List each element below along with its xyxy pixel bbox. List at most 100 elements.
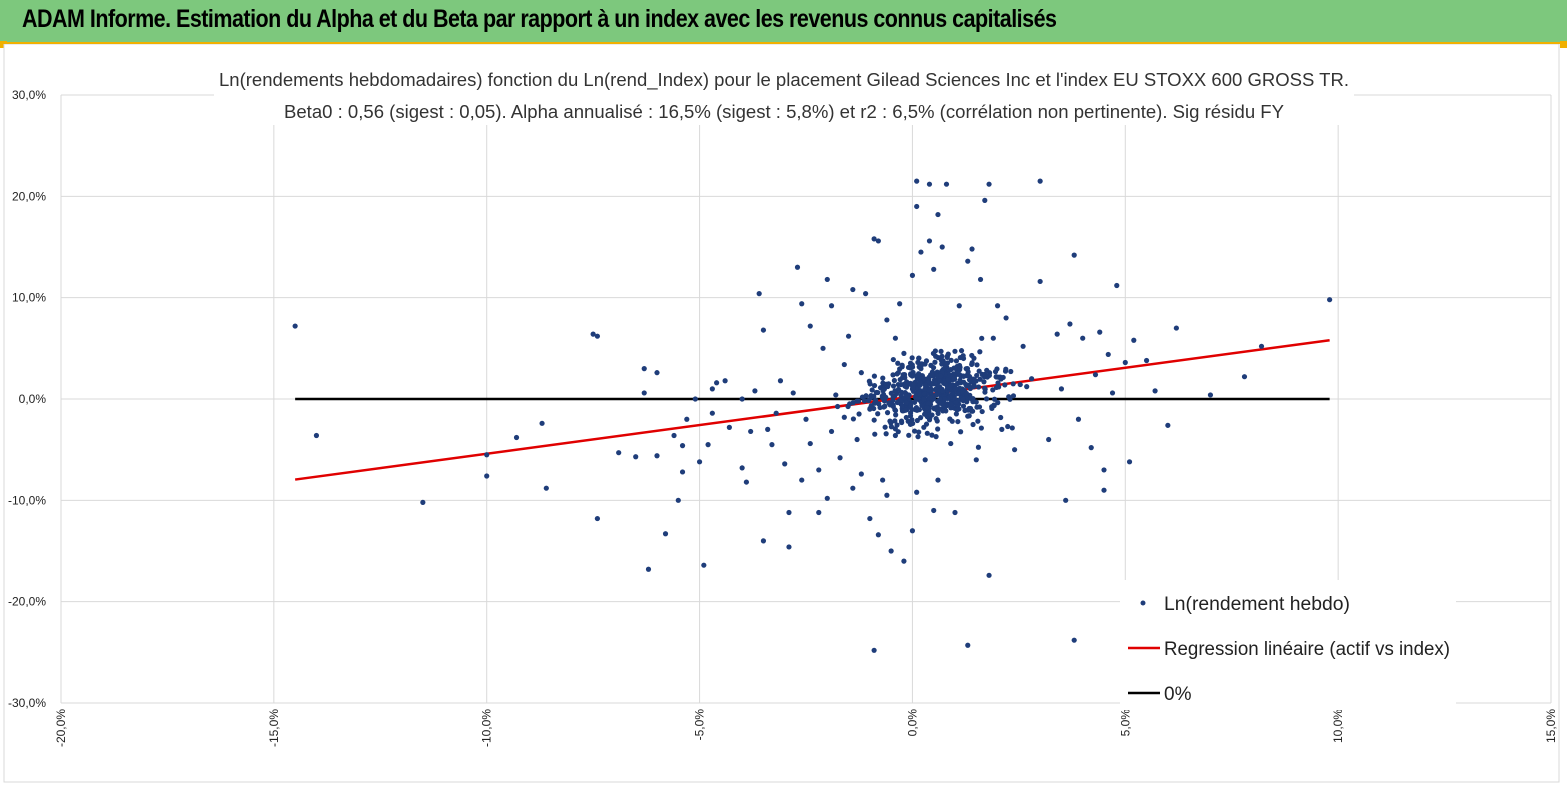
data-point xyxy=(890,394,896,400)
data-point xyxy=(885,383,891,390)
data-point xyxy=(976,368,982,374)
y-tick-label: -10,0% xyxy=(8,493,46,507)
data-point xyxy=(1080,335,1086,341)
data-point xyxy=(921,390,927,397)
data-point xyxy=(786,544,792,550)
data-point xyxy=(692,396,698,402)
data-point xyxy=(641,390,647,396)
x-tick-label: 0,0% xyxy=(905,709,919,737)
data-point xyxy=(786,509,792,516)
data-point xyxy=(1109,390,1116,396)
data-point xyxy=(904,393,910,399)
data-point xyxy=(1092,372,1099,378)
data-point xyxy=(892,418,898,424)
data-point xyxy=(947,401,954,407)
data-point xyxy=(671,432,677,439)
data-point xyxy=(915,434,921,440)
data-point xyxy=(748,428,754,435)
data-point xyxy=(1012,447,1018,453)
data-point xyxy=(933,353,939,359)
series-lines xyxy=(294,338,1330,481)
data-point xyxy=(952,509,958,516)
data-point xyxy=(858,471,864,477)
data-point xyxy=(993,384,1000,391)
data-point xyxy=(904,379,910,385)
data-point xyxy=(871,393,877,399)
data-point xyxy=(994,303,1001,309)
data-point xyxy=(994,366,1000,372)
data-point xyxy=(977,349,983,355)
data-point xyxy=(1071,637,1077,643)
data-point xyxy=(881,397,887,403)
data-point xyxy=(960,403,967,409)
data-point xyxy=(875,389,881,396)
data-point xyxy=(828,303,835,309)
data-point xyxy=(899,403,905,410)
data-point xyxy=(960,388,966,394)
data-point xyxy=(909,272,916,278)
corner-mark-right xyxy=(1560,41,1567,48)
data-point xyxy=(654,370,660,376)
data-point xyxy=(918,249,924,255)
x-tick-label: 5,0% xyxy=(1118,709,1132,737)
data-point xyxy=(888,390,894,396)
data-point xyxy=(938,406,944,412)
data-point xyxy=(858,370,864,376)
data-point xyxy=(760,327,767,333)
data-point xyxy=(991,396,998,402)
x-tick-label: 15,0% xyxy=(1544,709,1558,743)
data-point xyxy=(1071,252,1077,258)
data-point xyxy=(954,407,960,413)
data-point xyxy=(871,417,877,423)
data-point xyxy=(807,323,813,329)
axis-tick-labels: -20,0% -15,0% -10,0% -5,0% 0,0% 5,0% 10,0% 15,0… xyxy=(8,88,1558,747)
data-point xyxy=(841,414,847,420)
data-point xyxy=(955,369,961,376)
data-point xyxy=(978,425,984,431)
data-point xyxy=(928,362,934,368)
data-point xyxy=(923,358,930,364)
data-point xyxy=(902,407,908,413)
data-point xyxy=(705,442,711,448)
data-point xyxy=(931,266,937,272)
title-banner: ADAM Informe. Estimation du Alpha et du … xyxy=(0,0,1567,44)
data-point xyxy=(939,244,945,250)
data-point xyxy=(884,317,890,323)
chart-title: Ln(rendements hebdomadaires) fonction du… xyxy=(219,70,1349,91)
data-point xyxy=(982,389,988,395)
data-point xyxy=(961,379,967,385)
data-point xyxy=(1126,459,1133,465)
data-point xyxy=(973,399,979,405)
data-point xyxy=(882,403,888,409)
data-point xyxy=(1037,178,1043,184)
data-point xyxy=(799,477,805,483)
data-point xyxy=(803,416,809,422)
data-point xyxy=(1005,423,1011,430)
data-point xyxy=(912,394,919,400)
data-point xyxy=(1046,436,1052,443)
data-point xyxy=(888,548,894,554)
data-point xyxy=(850,286,856,293)
data-point xyxy=(633,454,639,460)
data-point xyxy=(662,531,669,537)
data-point xyxy=(1152,388,1158,394)
data-point xyxy=(893,412,899,418)
data-point xyxy=(892,426,898,432)
data-point xyxy=(1003,315,1009,321)
data-point xyxy=(995,400,1001,406)
data-point xyxy=(850,416,857,422)
data-point xyxy=(931,507,937,514)
data-point xyxy=(974,362,980,368)
data-point xyxy=(935,211,941,218)
data-point xyxy=(963,366,969,372)
data-point xyxy=(1143,357,1150,364)
data-point xyxy=(866,378,872,384)
data-point xyxy=(914,407,920,413)
data-point xyxy=(933,434,939,440)
data-point xyxy=(993,374,999,380)
data-point xyxy=(1101,467,1107,473)
data-point xyxy=(911,428,918,434)
data-point xyxy=(752,388,758,394)
data-point xyxy=(884,492,890,498)
data-point xyxy=(924,404,930,411)
